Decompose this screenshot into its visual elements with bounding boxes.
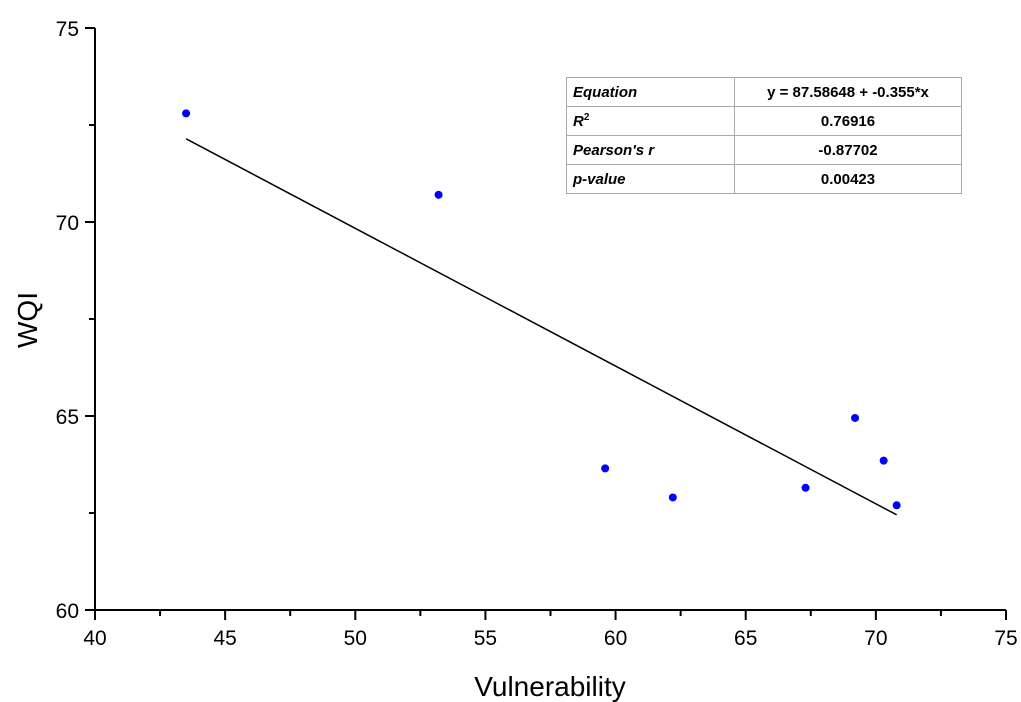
x-tick-label: 45 (213, 627, 236, 650)
x-tick-label: 50 (344, 627, 367, 650)
data-point (892, 501, 901, 510)
y-tick-label: 65 (56, 406, 79, 429)
pvalue-value: 0.00423 (734, 164, 962, 194)
x-tick-label: 60 (604, 627, 627, 650)
data-point (601, 464, 610, 473)
r2-label-base: R (573, 113, 584, 130)
data-point (801, 483, 810, 492)
fit-line-group (185, 138, 898, 516)
y-tick-label: 75 (56, 18, 79, 41)
table-row: Pearson's r -0.87702 (566, 135, 962, 165)
x-axis-ticks: 40 45 50 55 60 65 70 75 (83, 610, 1018, 650)
y-axis-ticks: 60 65 70 75 (56, 18, 95, 623)
equation-value: y = 87.58648 + -0.355*x (734, 77, 962, 107)
data-point (668, 493, 677, 502)
data-point (182, 109, 191, 118)
pearson-value: -0.87702 (734, 135, 962, 165)
r2-label: R2 (566, 106, 735, 136)
r2-value: 0.76916 (734, 106, 962, 136)
fit-line (185, 138, 898, 516)
x-tick-label: 75 (994, 627, 1017, 650)
data-points (182, 109, 901, 510)
x-tick-label: 70 (864, 627, 887, 650)
pearson-label: Pearson's r (566, 135, 735, 165)
x-tick-label: 55 (474, 627, 497, 650)
y-tick-label: 70 (56, 212, 79, 235)
table-row: R2 0.76916 (566, 106, 962, 136)
data-point (434, 190, 443, 199)
y-tick-label: 60 (56, 600, 79, 623)
pvalue-label: p-value (566, 164, 735, 194)
table-row: p-value 0.00423 (566, 164, 962, 194)
regression-stats-table: Equation y = 87.58648 + -0.355*x R2 0.76… (566, 77, 962, 194)
r2-label-superscript: 2 (583, 112, 590, 123)
y-axis-title: WQI (12, 292, 43, 348)
data-point (851, 413, 860, 422)
data-point (879, 456, 888, 465)
x-axis-title: Vulnerability (474, 671, 625, 702)
x-tick-label: 65 (734, 627, 757, 650)
x-tick-label: 40 (83, 627, 106, 650)
equation-label: Equation (566, 77, 735, 107)
table-row: Equation y = 87.58648 + -0.355*x (566, 77, 962, 107)
